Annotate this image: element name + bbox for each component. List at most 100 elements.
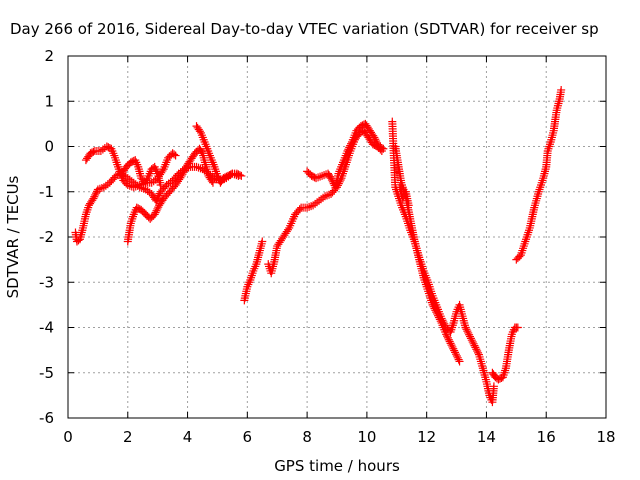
data-point — [469, 339, 478, 348]
data-point — [447, 341, 456, 350]
data-point — [89, 147, 98, 156]
data-point — [131, 182, 140, 191]
data-point — [466, 334, 475, 343]
data-point — [181, 164, 190, 173]
data-point — [449, 344, 458, 353]
data-point — [151, 208, 160, 217]
data-point — [434, 311, 443, 320]
x-tick-label: 2 — [123, 428, 133, 446]
y-tick-label: 2 — [44, 47, 54, 65]
data-point — [433, 309, 442, 318]
data-point — [207, 177, 216, 186]
data-point — [195, 127, 204, 136]
y-tick-label: -5 — [39, 364, 54, 382]
data-series — [71, 85, 566, 407]
data-point — [377, 144, 386, 153]
data-point — [194, 163, 203, 172]
data-point — [346, 141, 355, 150]
data-point — [312, 174, 321, 183]
series-14 — [512, 85, 566, 264]
data-point — [208, 178, 217, 187]
data-point — [474, 348, 483, 357]
data-point — [316, 172, 325, 181]
data-point — [443, 333, 452, 342]
data-point — [432, 308, 441, 317]
data-point — [258, 237, 267, 246]
data-point — [454, 355, 463, 364]
x-axis-label: GPS time / hours — [274, 457, 400, 475]
x-tick-label: 4 — [183, 428, 193, 446]
series-11 — [395, 183, 413, 210]
data-point — [489, 382, 498, 391]
grid-lines — [68, 56, 606, 418]
data-point — [473, 347, 482, 356]
data-point — [150, 210, 159, 219]
data-point — [318, 171, 327, 180]
series-3 — [123, 144, 217, 246]
data-point — [156, 180, 165, 189]
data-point — [237, 171, 246, 180]
data-point — [314, 173, 323, 182]
data-point — [371, 135, 380, 144]
data-point — [133, 181, 142, 190]
data-point — [170, 150, 179, 159]
data-point — [442, 332, 451, 341]
data-point — [453, 353, 462, 362]
data-point — [283, 225, 292, 234]
chart-title: Day 266 of 2016, Sidereal Day-to-day VTE… — [10, 20, 599, 38]
data-point — [295, 205, 304, 214]
data-point — [197, 147, 206, 156]
data-point — [429, 302, 438, 311]
data-point — [445, 337, 454, 346]
data-point — [451, 350, 460, 359]
data-point — [467, 336, 476, 345]
data-point — [472, 345, 481, 354]
series-10 — [391, 142, 464, 366]
x-tick-label: 8 — [302, 428, 312, 446]
data-point — [347, 139, 356, 148]
series-8 — [303, 119, 388, 192]
data-point — [370, 133, 379, 142]
data-point — [373, 138, 382, 147]
data-point — [404, 201, 413, 210]
x-tick-label: 12 — [417, 428, 436, 446]
y-tick-label: -6 — [39, 409, 54, 427]
data-point — [436, 317, 445, 326]
data-point — [455, 357, 464, 366]
data-point — [557, 85, 566, 94]
series-5 — [192, 122, 246, 187]
data-point — [129, 183, 138, 192]
data-point — [135, 180, 144, 189]
x-tick-label: 14 — [477, 428, 496, 446]
data-point — [153, 204, 162, 213]
x-tick-label: 18 — [596, 428, 615, 446]
data-point — [123, 180, 132, 189]
data-point — [434, 313, 443, 322]
series-12 — [461, 323, 498, 407]
data-point — [461, 323, 470, 332]
data-point — [153, 193, 162, 202]
data-point — [235, 171, 244, 180]
x-tick-label: 16 — [537, 428, 556, 446]
data-point — [468, 337, 477, 346]
data-point — [448, 342, 457, 351]
data-point — [326, 172, 335, 181]
y-tick-label: 1 — [44, 92, 54, 110]
y-tick-label: -2 — [39, 228, 54, 246]
data-point — [471, 343, 480, 352]
data-point — [379, 144, 388, 153]
data-point — [435, 315, 444, 324]
series-1 — [71, 162, 243, 246]
data-point — [154, 191, 163, 200]
data-point — [464, 328, 473, 337]
data-point — [323, 191, 332, 200]
data-point — [450, 346, 459, 355]
data-point — [466, 332, 475, 341]
data-point — [226, 170, 235, 179]
data-point — [180, 166, 189, 175]
data-point — [303, 203, 312, 212]
series-6 — [240, 237, 267, 305]
x-tick-label: 0 — [63, 428, 73, 446]
data-point — [89, 194, 98, 203]
